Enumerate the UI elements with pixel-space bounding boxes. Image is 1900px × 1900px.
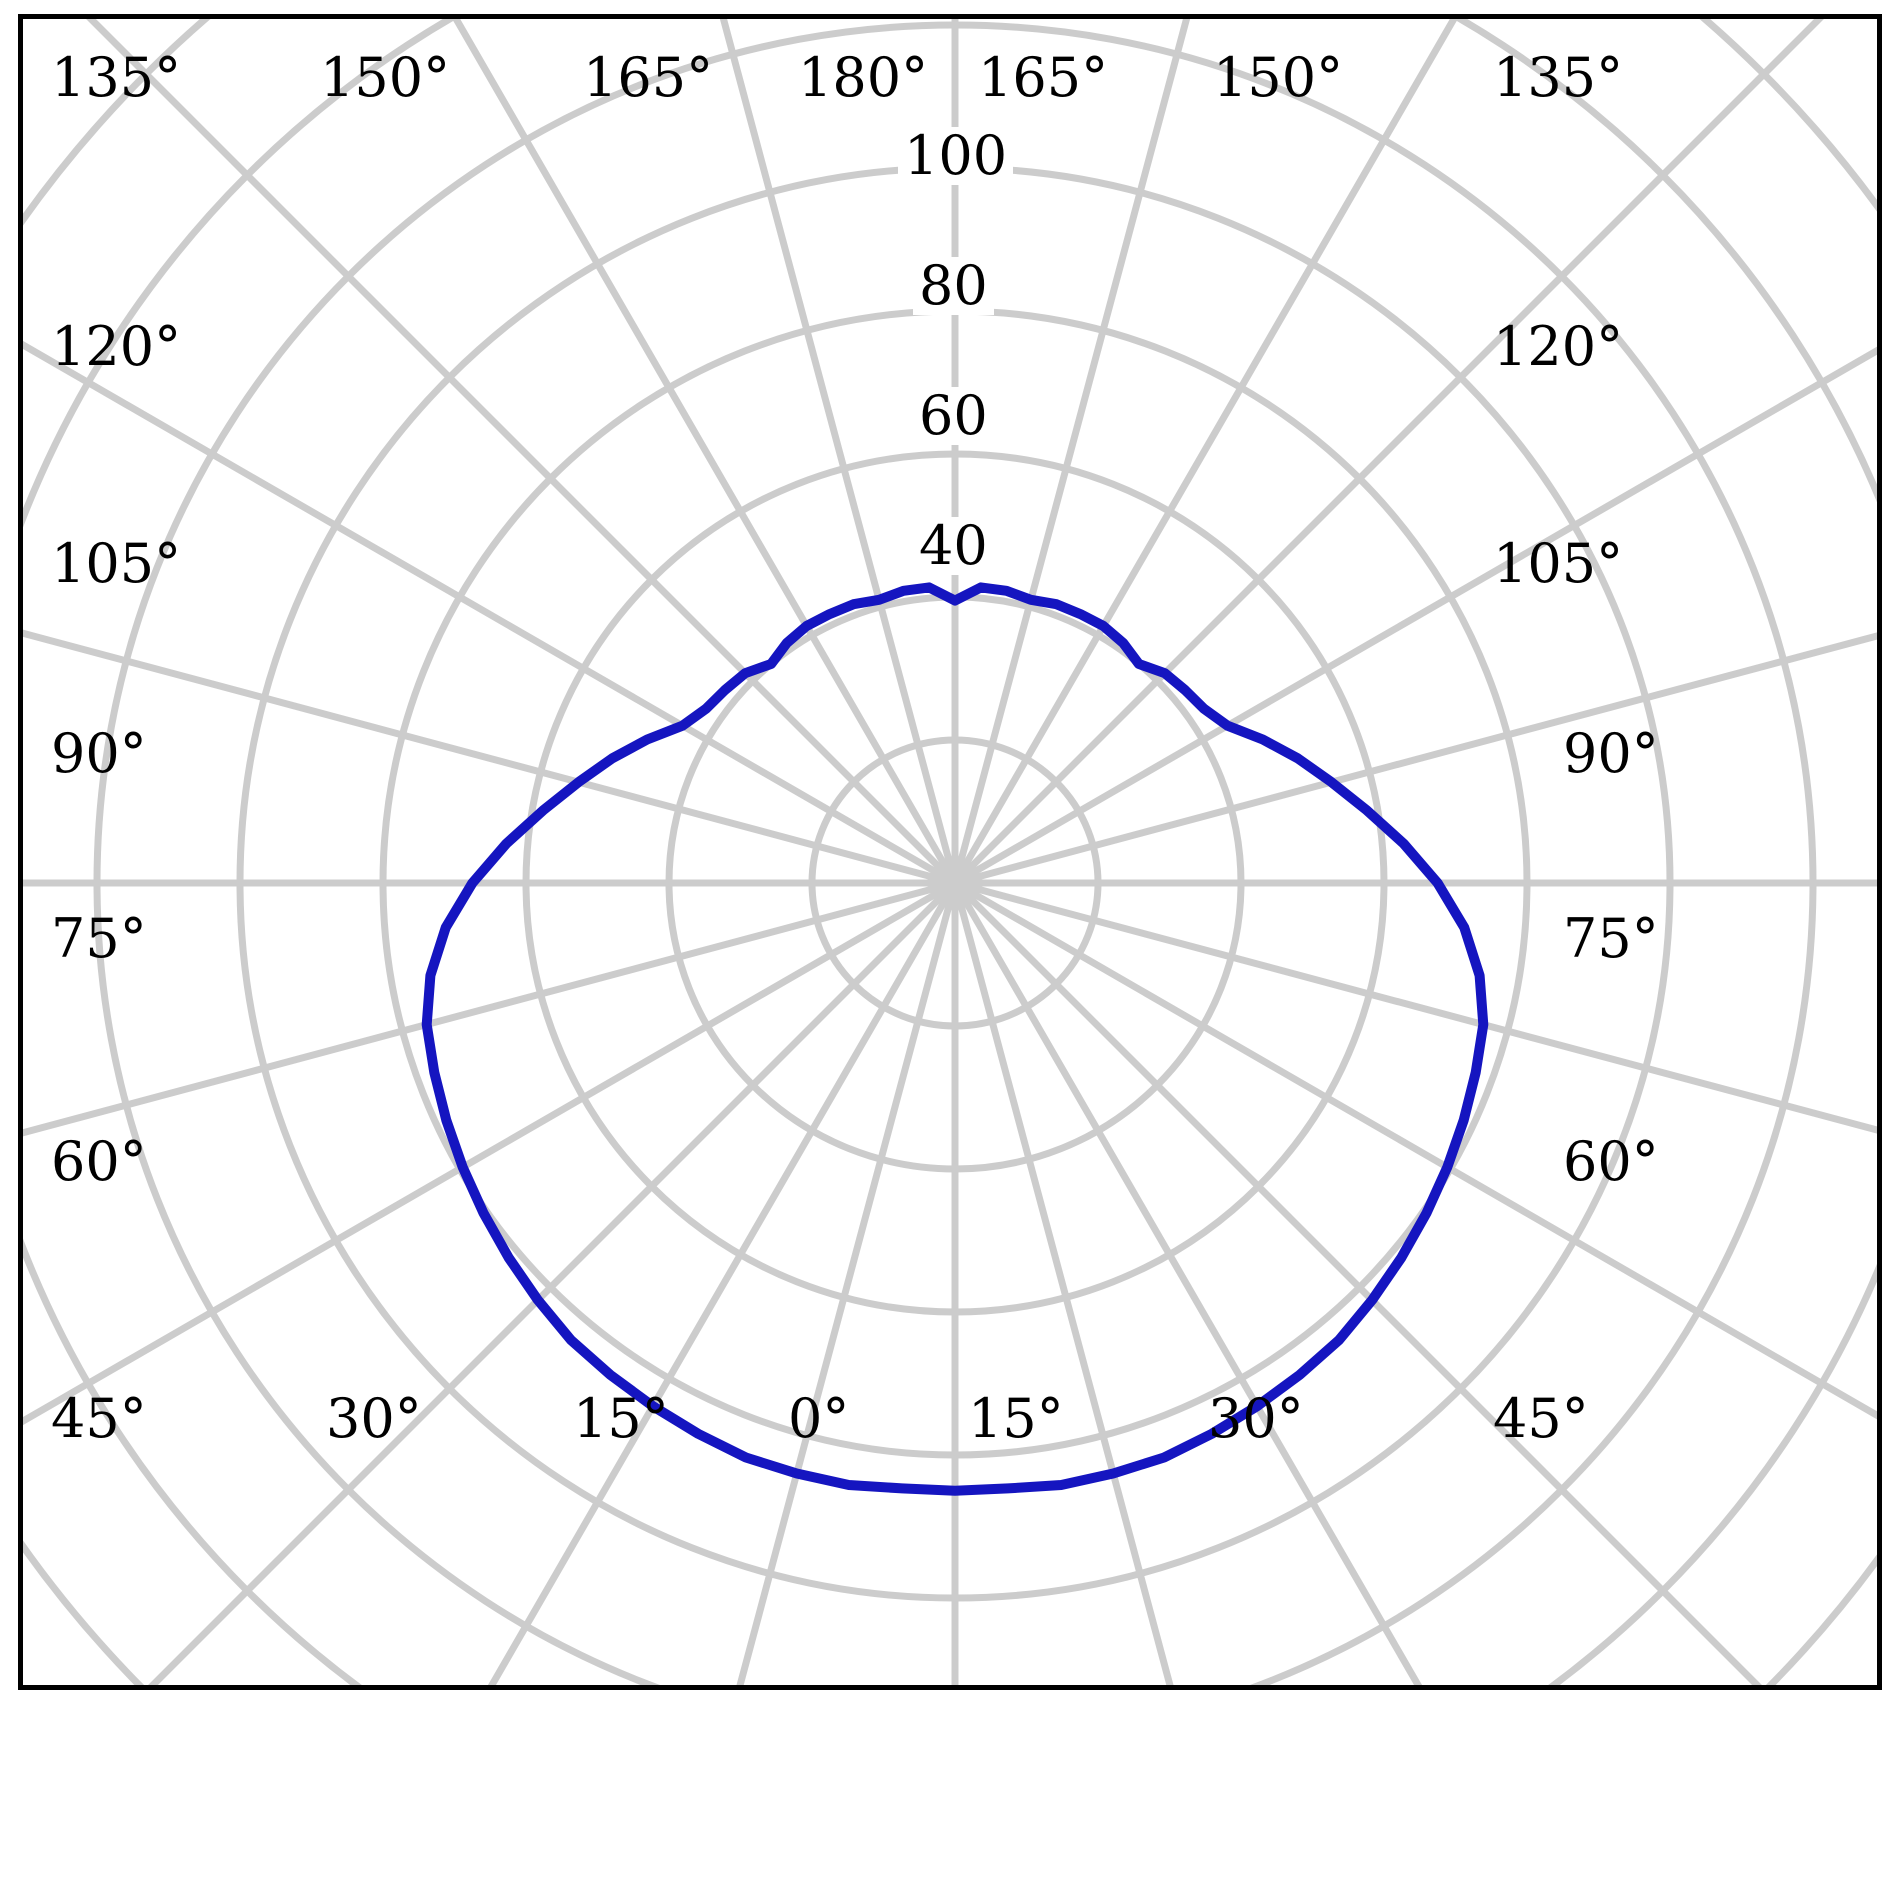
angle-label: 165°	[978, 46, 1109, 109]
angle-label: 165°	[583, 46, 714, 109]
radial-tick-label: 80	[913, 257, 994, 315]
angle-label: 60°	[51, 1130, 147, 1193]
angle-label: 150°	[320, 46, 451, 109]
angle-label: 105°	[1493, 532, 1624, 595]
chart-footer: cd/klm η = 88% C0 - C180C90 - C270	[0, 1700, 1900, 1900]
series-curve	[421, 582, 1489, 1496]
angle-label: 105°	[51, 532, 182, 595]
angle-label: 135°	[51, 46, 182, 109]
polar-curves	[421, 582, 1489, 1496]
polar-plot-frame: 135° 150° 165° 180° 165° 150° 135° 120° 105° 90°…	[18, 14, 1882, 1690]
angle-label: 15°	[573, 1387, 669, 1450]
angle-label: 135°	[1493, 46, 1624, 109]
angle-label: 60°	[1563, 1130, 1659, 1193]
angle-label: 90°	[51, 722, 147, 785]
angle-label: 45°	[1493, 1387, 1589, 1450]
polar-grid-and-curves	[23, 19, 1877, 1685]
angle-label: 0°	[788, 1387, 850, 1450]
angle-label: 120°	[1493, 315, 1624, 378]
angle-label: 15°	[968, 1387, 1064, 1450]
angle-label: 30°	[1208, 1387, 1304, 1450]
radial-tick-label: 60	[913, 387, 994, 445]
radial-tick-label: 40	[913, 517, 994, 575]
angle-label: 90°	[1563, 722, 1659, 785]
angle-label: 120°	[51, 315, 182, 378]
angle-label: 75°	[51, 907, 147, 970]
angle-label: 75°	[1563, 907, 1659, 970]
radial-tick-label: 100	[898, 127, 1014, 185]
angle-label: 180°	[798, 46, 929, 109]
angle-label: 45°	[51, 1387, 147, 1450]
angle-label: 30°	[326, 1387, 422, 1450]
angle-label: 150°	[1213, 46, 1344, 109]
polar-grid	[23, 19, 1877, 1685]
